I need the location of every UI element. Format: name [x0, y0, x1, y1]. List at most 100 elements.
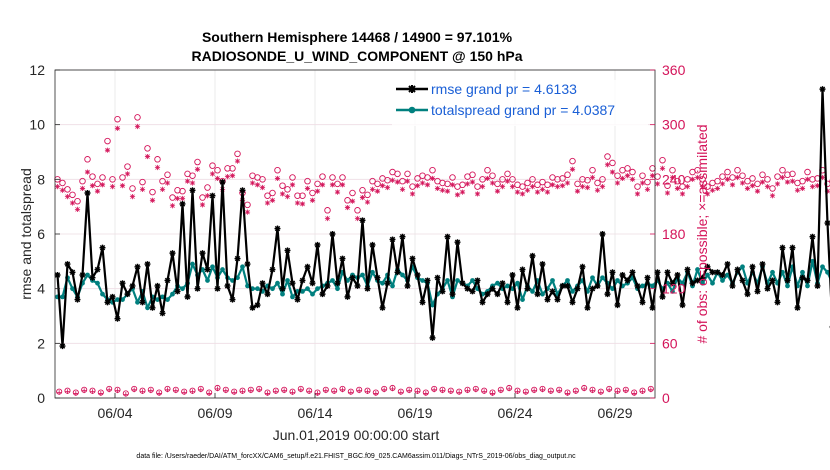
- rmse-point: [435, 275, 441, 281]
- obs-assimilated-point: [375, 189, 380, 194]
- rmse-point: [90, 275, 96, 281]
- obs-assimilated-point: [405, 179, 410, 184]
- spread-point: [310, 292, 315, 297]
- rmse-point: [80, 272, 86, 278]
- obs-assimilated-point: [205, 193, 210, 198]
- obs-possible-point: [800, 178, 806, 184]
- spread-point: [210, 264, 215, 269]
- obs-assimilated-point: [735, 175, 740, 180]
- rmse-point: [585, 305, 591, 311]
- legend-spread-marker: [409, 107, 416, 114]
- obs-assimilated-point: [780, 175, 785, 180]
- obs-assimilated-point: [505, 179, 510, 184]
- obs-assimilated-point: [645, 187, 650, 192]
- obs-assimilated-point: [600, 184, 605, 189]
- obs-assimilated-point: [530, 184, 535, 189]
- rmse-point: [140, 299, 146, 305]
- rmse-point: [325, 283, 331, 289]
- rmse-point: [220, 179, 226, 185]
- rmse-point: [605, 291, 611, 297]
- obs-assimilated-point: [595, 188, 600, 193]
- rmse-point: [60, 343, 66, 349]
- rmse-point: [170, 250, 176, 256]
- spread-point: [710, 281, 715, 286]
- obs-assimilated-point: [260, 185, 265, 190]
- obs-assimilated-point: [160, 187, 165, 192]
- obs-assimilated-point: [185, 179, 190, 184]
- obs-assimilated-point: [625, 173, 630, 178]
- obs-assimilated-point: [480, 184, 485, 189]
- rmse-point: [370, 242, 376, 248]
- obs-possible-point: [685, 177, 691, 183]
- x-tick-label: 06/29: [597, 405, 632, 421]
- legend-rmse-label: rmse grand pr = 4.6133: [431, 81, 577, 97]
- obs-assimilated-point: [100, 182, 105, 187]
- rmse-point: [755, 288, 761, 294]
- obs-assimilated-point: [380, 183, 385, 188]
- y-tick-label: 2: [37, 335, 45, 351]
- rmse-point: [210, 193, 216, 199]
- rmse-point: [480, 299, 486, 305]
- obs-assimilated-point: [485, 176, 490, 181]
- obs-assimilated-point: [115, 126, 120, 131]
- spread-point: [615, 278, 620, 283]
- obs-possible-point: [740, 173, 746, 179]
- obs-assimilated-point: [665, 190, 670, 195]
- obs-assimilated-point: [315, 189, 320, 194]
- x-tick-label: 06/14: [297, 405, 332, 421]
- obs-assimilated-point: [575, 189, 580, 194]
- obs-assimilated-point: [525, 188, 530, 193]
- obs-assimilated-point: [760, 179, 765, 184]
- obs-assimilated-point: [475, 191, 480, 196]
- rmse-point: [650, 305, 656, 311]
- rmse-point: [525, 286, 531, 292]
- spread-point: [740, 264, 745, 269]
- rmse-point: [375, 275, 381, 281]
- obs-assimilated-point: [340, 182, 345, 187]
- spread-point: [330, 278, 335, 283]
- spread-point: [720, 278, 725, 283]
- obs-possible-point: [805, 169, 811, 175]
- rmse-point: [825, 220, 830, 226]
- rmse-point: [65, 261, 71, 267]
- rmse-point: [355, 283, 361, 289]
- rmse-point: [350, 275, 356, 281]
- rmse-point: [295, 297, 301, 303]
- rmse-point: [640, 299, 646, 305]
- spread-point: [600, 275, 605, 280]
- spread-point: [820, 264, 825, 269]
- spread-point: [565, 278, 570, 283]
- rmse-point: [685, 267, 691, 273]
- rmse-point: [450, 291, 456, 297]
- obs-assimilated-point: [65, 194, 70, 199]
- y-tick-label: 4: [37, 281, 45, 297]
- rmse-point: [215, 286, 221, 292]
- rmse-point: [745, 291, 751, 297]
- obs-possible-point: [780, 167, 786, 173]
- rmse-point: [735, 267, 741, 273]
- spread-point: [275, 281, 280, 286]
- y-axis-label: rmse and totalspread: [18, 168, 34, 300]
- spread-point: [315, 286, 320, 291]
- rmse-point: [495, 291, 501, 297]
- obs-assimilated-point: [580, 184, 585, 189]
- rmse-point: [570, 299, 576, 305]
- spread-point: [800, 270, 805, 275]
- rmse-point: [400, 234, 406, 240]
- spread-point: [515, 281, 520, 286]
- obs-assimilated-point: [515, 189, 520, 194]
- spread-point: [650, 284, 655, 289]
- obs-assimilated-point: [610, 169, 615, 174]
- spread-point: [470, 278, 475, 283]
- chart-subtitle: RADIOSONDE_U_WIND_COMPONENT @ 150 hPa: [191, 48, 522, 64]
- rmse-point: [260, 280, 266, 286]
- spread-point: [100, 292, 105, 297]
- obs-assimilated-point: [110, 184, 115, 189]
- obs-assimilated-point: [400, 187, 405, 192]
- obs-assimilated-point: [545, 189, 550, 194]
- obs-assimilated-point: [235, 159, 240, 164]
- rmse-point: [645, 275, 651, 281]
- obs-assimilated-point: [95, 189, 100, 194]
- obs-assimilated-point: [410, 191, 415, 196]
- obs-possible-point: [760, 172, 766, 178]
